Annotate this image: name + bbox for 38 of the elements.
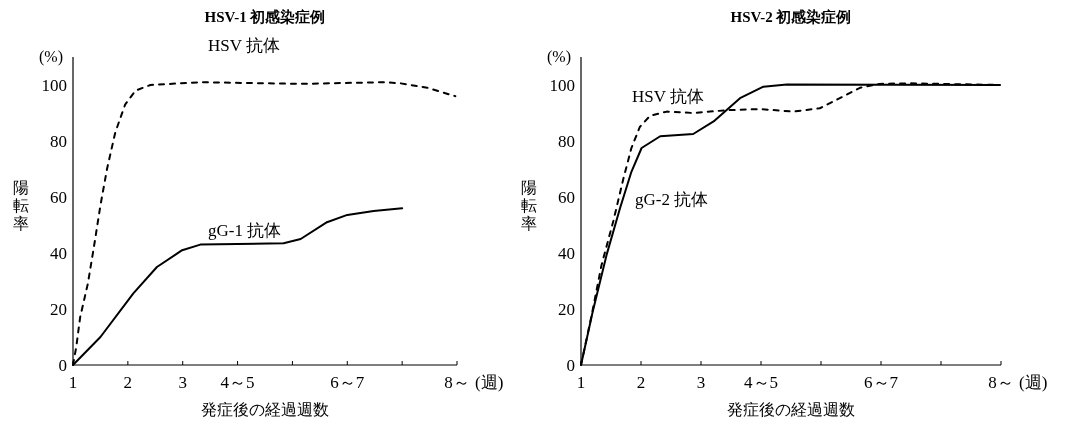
x-axis-title: 発症後の経過週数 bbox=[727, 401, 855, 418]
y-tick-label: 80 bbox=[50, 132, 67, 151]
x-tick-label: 4～5 bbox=[220, 373, 255, 392]
y-tick-label: 100 bbox=[41, 76, 67, 95]
y-tick-label: 20 bbox=[558, 300, 575, 319]
y-tick-label: 60 bbox=[558, 188, 575, 207]
y-tick-label: 0 bbox=[58, 356, 67, 375]
series-label: HSV 抗体 bbox=[207, 36, 280, 56]
x-tick-label: 3 bbox=[696, 373, 706, 392]
x-tick-label: 6～7 bbox=[330, 373, 365, 392]
x-tick-label: 4～5 bbox=[744, 373, 778, 392]
y-tick-label: 20 bbox=[50, 300, 67, 319]
series-label: HSV 抗体 bbox=[632, 86, 704, 106]
chart-title: HSV-2 初感染症例 bbox=[730, 8, 852, 25]
x-tick-label: 8～ bbox=[988, 373, 1014, 392]
x-tick-label: 2 bbox=[636, 373, 646, 392]
series-label: gG-1 抗体 bbox=[207, 221, 282, 241]
x-tick-label: 2 bbox=[123, 373, 133, 392]
x-tick-label: 1 bbox=[576, 373, 586, 392]
y-axis-title: 陽転率 bbox=[521, 179, 537, 232]
text: (%) bbox=[39, 48, 63, 66]
x-tick-label: 3 bbox=[178, 373, 187, 392]
text: (%) bbox=[547, 48, 571, 66]
y-tick-label: 40 bbox=[50, 244, 67, 263]
x-tick-label: 1 bbox=[68, 373, 78, 392]
text: (週) bbox=[1019, 373, 1048, 392]
x-tick-label: 8～ bbox=[444, 373, 470, 392]
series-label: gG-2 抗体 bbox=[635, 190, 709, 210]
text: (週) bbox=[475, 373, 504, 392]
chart-title: HSV-1 初感染症例 bbox=[204, 8, 326, 25]
y-tick-label: 80 bbox=[558, 132, 575, 151]
y-axis-title: 陽転率 bbox=[13, 179, 29, 232]
y-tick-label: 60 bbox=[50, 188, 67, 207]
y-tick-label: 0 bbox=[566, 356, 575, 375]
x-axis-title: 発症後の経過週数 bbox=[201, 401, 329, 418]
y-tick-label: 100 bbox=[549, 76, 575, 95]
x-tick-label: 6～7 bbox=[864, 373, 899, 392]
y-tick-label: 40 bbox=[558, 244, 575, 263]
